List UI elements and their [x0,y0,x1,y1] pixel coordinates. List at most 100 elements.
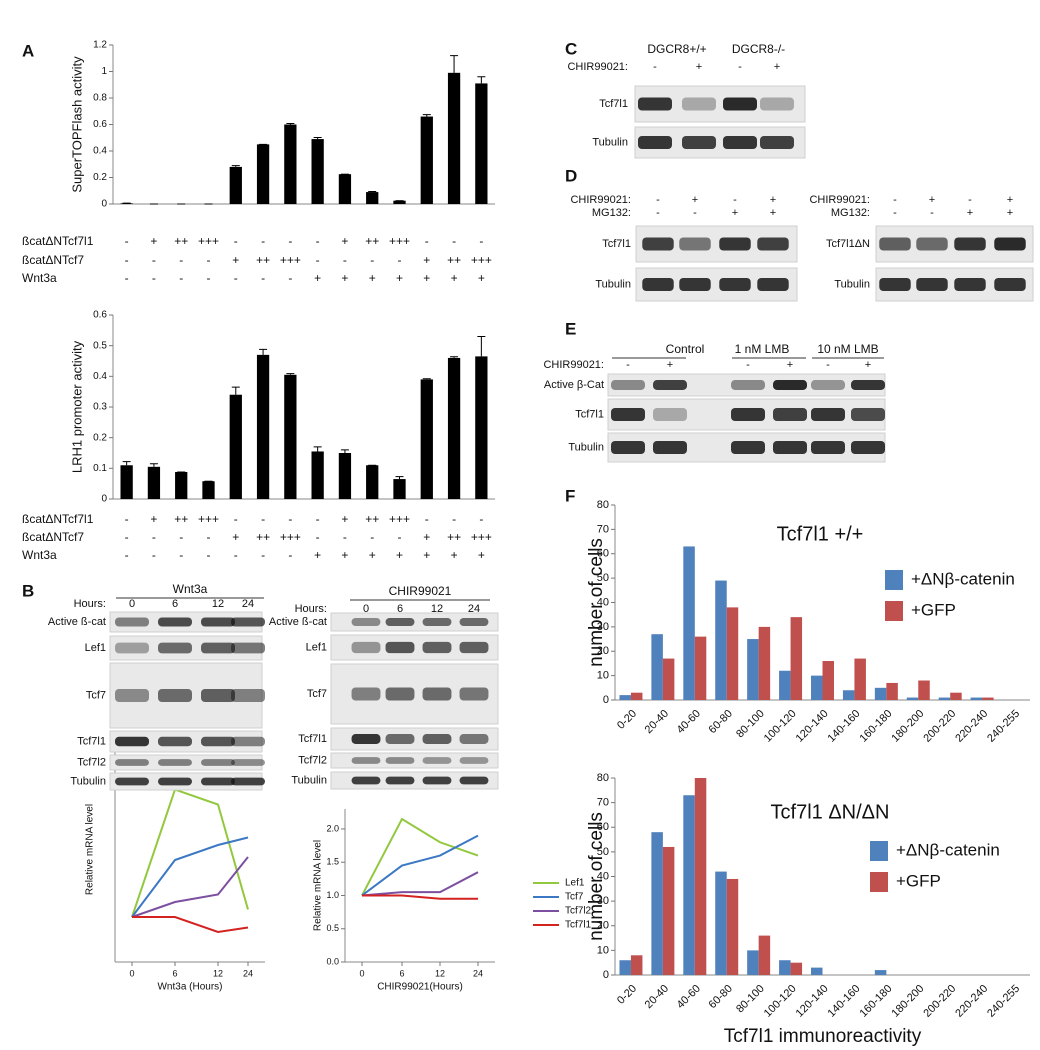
error-bar [477,335,486,357]
y-axis-title: Relative mRNA level [313,840,324,931]
bar [715,871,727,975]
bar [758,935,771,975]
blot-band [653,380,687,390]
error-bar [231,165,240,167]
blot-row-label: Tubulin [592,136,628,148]
condition-mark: - [152,253,156,267]
treatment-mark: + [732,207,738,219]
bar [475,356,488,499]
legend-swatch [870,872,888,892]
condition-mark: + [478,548,485,562]
bar [790,617,803,700]
treatment-mark: + [667,359,673,371]
panel-label: D [565,166,577,185]
error-bar [422,114,431,117]
blot-band [719,237,751,251]
panel-label: B [22,581,34,600]
blot-band [811,380,845,390]
x-tick-label: 120-140 [794,983,831,1020]
x-tick-label: 220-240 [953,708,990,745]
y-tick-label: 0 [603,969,609,981]
condition-mark: + [451,271,458,285]
y-tick-label: 80 [597,772,609,784]
line [361,834,479,897]
blot-strip [330,634,499,661]
treatment-mark: 0 [363,603,369,615]
blot-band [638,136,672,149]
condition-mark: - [316,253,320,267]
treatment-label: CHIR99021: [570,194,631,206]
condition-mark: - [288,271,292,285]
treatment-mark: - [893,194,897,206]
blot-band [115,777,149,786]
x-tick-label: 20-40 [643,983,671,1011]
y-tick-label: 0.6 [93,310,107,321]
bar [842,690,855,700]
blot-band [994,278,1026,291]
blot-band [757,237,789,251]
blot-band [851,441,885,454]
y-tick-label: 20 [597,645,609,657]
blot-band [682,97,716,111]
blot-row-label: Tcf7l1 [77,735,106,747]
x-tick-label: 140-160 [826,708,863,745]
condition-mark: - [288,234,292,248]
condition-label: Wnt3a [22,548,57,562]
y-tick-label: 0.3 [93,402,107,413]
blot-row-label: Tcf7l2 [298,754,327,766]
blot-band [385,687,415,701]
blot-row-label: Tubulin [834,278,870,290]
group-label: DGCR8+/+ [647,42,706,56]
y-tick-label: 40 [597,596,609,608]
x-tick-label: 200-220 [921,983,958,1020]
blot-row-label: Tcf7l2 [77,756,106,768]
condition-mark: - [479,512,483,526]
treatment-mark: - [826,359,830,371]
treatment-mark: + [696,61,702,73]
legend-label: +GFP [911,600,956,619]
blot-band [201,736,235,747]
y-axis-title: number of cells [586,812,607,941]
blot-band [773,380,807,390]
line [361,871,479,897]
bar [747,950,759,975]
condition-mark: +++ [471,253,492,267]
bar [683,795,695,975]
error-bar [286,373,295,375]
bar [683,546,695,700]
blot-band [954,278,986,291]
y-tick-label: 0.6 [93,119,107,130]
blot-band [422,757,452,764]
treatment-label: CHIR99021: [567,61,628,73]
blot-band [351,776,381,785]
condition-label: ßcatΔNTcf7 [22,253,84,267]
blot-band [459,641,489,654]
x-tick-label: 12 [213,968,223,978]
blot-row-label: Tcf7l1 [602,238,631,250]
blot-band [994,237,1026,251]
blot-band [115,642,149,654]
blot-row-label: Tcf7l1ΔN [826,238,870,250]
condition-mark: ++ [256,530,270,544]
blot-row-label: Tcf7l1 [298,733,327,745]
blot-band [115,759,149,766]
blot-band [653,408,687,421]
blot-band [351,687,381,701]
blot-row-label: Tcf7l1 [599,98,628,110]
condition-mark: + [341,271,348,285]
x-axis-title: CHIR99021(Hours) [377,982,463,993]
bar [918,680,930,700]
bar [311,139,324,204]
x-tick-label: 40-60 [675,983,703,1011]
y-tick-label: 0.2 [93,172,107,183]
bar [120,203,133,204]
blot-band [773,441,807,454]
error-bar [450,356,459,358]
condition-mark: - [125,234,129,248]
treatment-label: CHIR99021: [543,359,604,371]
line [131,856,249,918]
y-tick-label: 1.0 [326,890,339,900]
condition-mark: + [232,530,239,544]
blot-band [723,97,757,111]
